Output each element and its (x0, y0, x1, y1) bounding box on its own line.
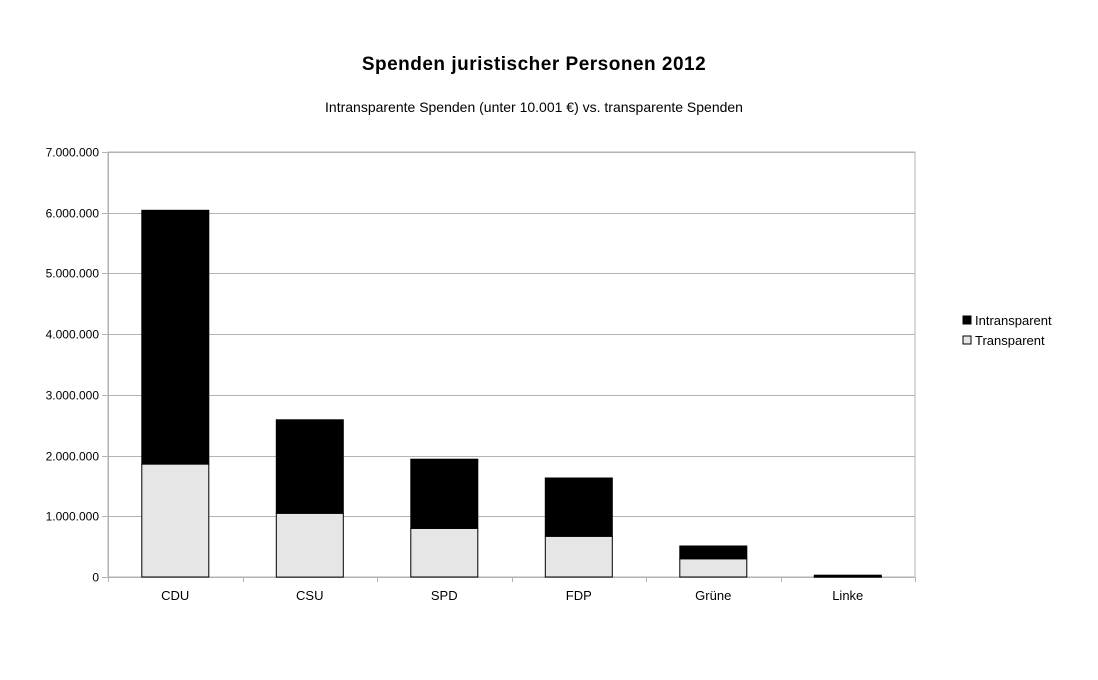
x-tick-label: FDP (566, 588, 592, 603)
x-tick-label: SPD (431, 588, 458, 603)
y-tick-label: 3.000.000 (46, 389, 100, 403)
plot-area (107, 151, 916, 578)
bar-transparent-csu (275, 512, 344, 578)
y-tick-label: 4.000.000 (46, 328, 100, 342)
legend-label-intransparent: Intransparent (975, 313, 1052, 328)
y-tick-label: 1.000.000 (46, 510, 100, 524)
bar-transparent-cdu (141, 463, 210, 578)
bar-transparent-fdp (544, 535, 613, 578)
bar-intransparent-fdp (544, 477, 613, 537)
bar-intransparent-csu (275, 419, 344, 514)
x-tick-label: CSU (296, 588, 323, 603)
bar-intransparent-spd (410, 458, 479, 529)
y-tick-label: 2.000.000 (46, 450, 100, 464)
bar-transparent-grüne (679, 558, 748, 578)
legend-swatch-intransparent (962, 315, 972, 325)
bar-intransparent-cdu (141, 209, 210, 465)
x-tick-label: Linke (832, 588, 863, 603)
y-tick-label: 0 (92, 571, 99, 585)
y-tick-label: 7.000.000 (46, 146, 100, 160)
bar-transparent-spd (410, 527, 479, 578)
legend-swatch-transparent (962, 335, 972, 345)
legend-label-transparent: Transparent (975, 333, 1045, 348)
bar-intransparent-grüne (679, 545, 748, 560)
y-tick-label: 6.000.000 (46, 207, 100, 221)
x-tick-label: CDU (161, 588, 189, 603)
chart-title: Spenden juristischer Personen 2012 (361, 54, 707, 75)
y-tick-label: 5.000.000 (46, 267, 100, 281)
x-tick-label: Grüne (695, 588, 731, 603)
chart-subtitle: Intransparente Spenden (unter 10.001 €) … (325, 99, 743, 115)
bar-intransparent-linke (813, 574, 882, 578)
